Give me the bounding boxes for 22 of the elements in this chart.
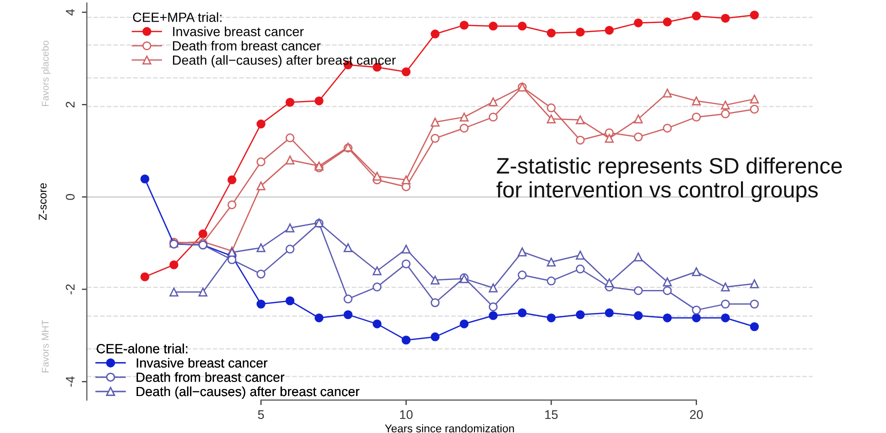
legend-label: Death (all−causes) after breast cancer bbox=[136, 386, 360, 399]
y-tick-label: -4 bbox=[66, 376, 75, 387]
y-tick-label: 2 bbox=[66, 102, 75, 108]
x-tick-label: 5 bbox=[258, 410, 264, 419]
y-tick-label: 4 bbox=[66, 9, 75, 16]
x-tick-label: 15 bbox=[545, 410, 558, 419]
legend-label: Invasive breast cancer bbox=[136, 358, 268, 368]
annotation: Z-statistic represents SD difference for intervention vs control groups bbox=[496, 157, 842, 202]
legend-label: Death from breast cancer bbox=[173, 40, 321, 51]
legend-label: Death from breast cancer bbox=[136, 372, 284, 382]
x-axis-title: Years since randomization bbox=[384, 424, 514, 432]
text: CEE-alone trial: bbox=[96, 344, 188, 354]
text: CEE+MPA trial: bbox=[133, 12, 222, 22]
legend-label: Invasive breast cancer bbox=[173, 26, 304, 36]
y-tick-label: -2 bbox=[66, 284, 75, 294]
x-tick-label: 20 bbox=[690, 410, 703, 419]
text: Favors MHT bbox=[42, 320, 49, 372]
y-axis-title: Z-score bbox=[38, 183, 47, 220]
legend-label: Death (all−causes) after breast cancer bbox=[173, 55, 396, 68]
text: Favors placebo bbox=[42, 40, 51, 106]
x-tick-label: 10 bbox=[400, 410, 413, 419]
y-tick-label: 0 bbox=[66, 194, 75, 200]
